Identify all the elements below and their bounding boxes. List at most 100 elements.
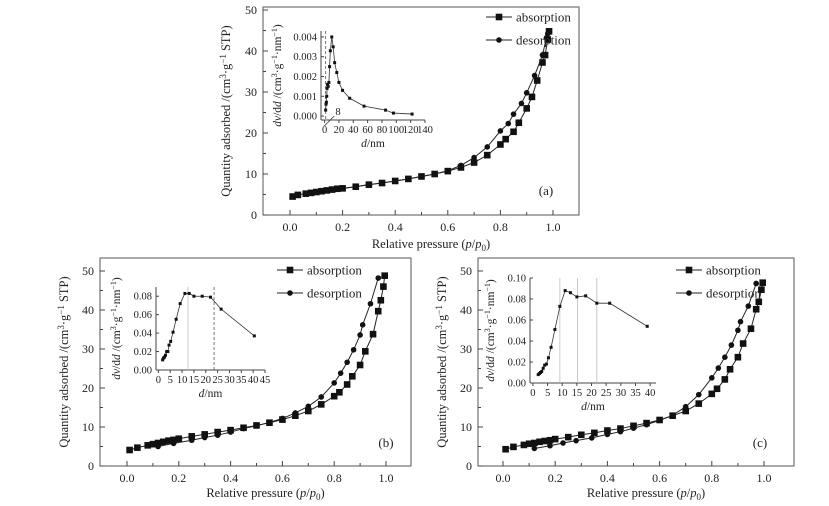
data-point-absorption bbox=[536, 438, 543, 446]
inset-y-tick-label: 0.02 bbox=[134, 347, 152, 358]
data-point-desorption bbox=[240, 425, 247, 432]
data-point-absorption bbox=[546, 436, 554, 444]
y-tick-label: 30 bbox=[460, 342, 472, 356]
data-point-desorption bbox=[722, 354, 728, 360]
y-tick-label: 40 bbox=[460, 303, 472, 317]
data-point-absorption bbox=[175, 435, 183, 442]
data-point-absorption bbox=[734, 353, 742, 361]
inset-y-tick-label: 0.10 bbox=[508, 274, 526, 285]
data-point-absorption bbox=[551, 435, 559, 443]
data-point-desorption bbox=[201, 434, 208, 441]
series-line-desorption bbox=[342, 31, 550, 189]
data-point-desorption bbox=[305, 403, 312, 410]
data-point-absorption bbox=[591, 429, 598, 437]
x-axis-title: Relative pressure (p/p0) bbox=[372, 237, 490, 253]
data-point-desorption bbox=[431, 171, 438, 177]
inset-data-point bbox=[546, 356, 550, 360]
series-line-desorption bbox=[157, 275, 385, 447]
data-point-desorption bbox=[735, 327, 741, 334]
data-point-absorption bbox=[343, 381, 351, 388]
inset-data-point bbox=[325, 82, 329, 86]
data-point-absorption bbox=[759, 279, 766, 286]
legend: absorption desorption bbox=[277, 263, 362, 301]
y-tick-label: 50 bbox=[82, 264, 94, 278]
legend-marker bbox=[286, 266, 294, 274]
data-point-absorption bbox=[369, 330, 377, 338]
legend: absorption desorption bbox=[676, 263, 761, 301]
data-point-desorption bbox=[367, 300, 374, 307]
inset-y-tick-label: 0.06 bbox=[508, 316, 526, 327]
data-point-absorption bbox=[149, 440, 157, 448]
inset-x-title: d/nm bbox=[199, 388, 223, 400]
inset-annotation-arrow bbox=[324, 115, 335, 127]
y-axis-title: Quantity adsorbed /(cm3·g−1 STP) bbox=[218, 25, 233, 196]
data-point-absorption bbox=[721, 376, 729, 383]
inset-data-point bbox=[192, 294, 196, 298]
data-point-desorption bbox=[539, 52, 546, 58]
data-point-absorption bbox=[539, 59, 546, 66]
data-point-desorption bbox=[518, 100, 525, 107]
data-point-absorption bbox=[541, 437, 549, 445]
inset-data-point bbox=[608, 301, 612, 305]
data-point-desorption bbox=[604, 431, 611, 438]
inset-y-tick-label: 0.08 bbox=[508, 295, 526, 306]
inset-data-point bbox=[568, 291, 572, 295]
data-point-absorption bbox=[328, 186, 336, 193]
data-point-desorption bbox=[266, 419, 273, 426]
data-point-desorption bbox=[331, 380, 338, 386]
inset-x-tick-label: 15 bbox=[189, 375, 200, 386]
x-tick-label: 0.8 bbox=[704, 471, 719, 485]
inset-data-point bbox=[553, 327, 557, 331]
inset-data-point bbox=[584, 294, 588, 298]
data-point-absorption bbox=[528, 93, 536, 101]
inset-y-title: dv/dd /(cm3·g−1·nm−1) bbox=[270, 24, 284, 127]
inset-x-tick-label: 15 bbox=[572, 388, 583, 399]
data-point-absorption bbox=[713, 385, 721, 393]
inset-data-point bbox=[341, 88, 345, 92]
y-axis-title: Quantity adsorbed /(cm3·g−1 STP) bbox=[56, 276, 71, 447]
y-axis-title: Quantity adsorbed /(cm3·g−1 STP) bbox=[434, 276, 449, 447]
data-point-desorption bbox=[484, 144, 491, 150]
inset-data-point bbox=[391, 111, 395, 115]
inset-series-line bbox=[325, 36, 413, 115]
inset-data-point bbox=[544, 362, 548, 366]
data-point-absorption bbox=[502, 445, 509, 453]
data-point-absorption bbox=[525, 440, 533, 448]
inset-x-tick-label: 10 bbox=[557, 388, 568, 399]
data-point-desorption bbox=[337, 370, 344, 376]
x-tick-label: 0.8 bbox=[493, 220, 508, 234]
inset-x-tick-label: 60 bbox=[362, 125, 373, 136]
inset-data-point bbox=[219, 307, 223, 311]
data-point-absorption bbox=[531, 439, 538, 447]
inset-y-tick-label: 0.00 bbox=[508, 379, 526, 390]
data-point-absorption bbox=[159, 438, 167, 446]
inset-y-tick-label: 0.001 bbox=[293, 92, 317, 103]
x-axis-title: Relative pressure (p/p0) bbox=[587, 486, 705, 502]
data-point-desorption bbox=[227, 429, 234, 435]
x-tick-label: 0.4 bbox=[388, 220, 403, 234]
panel-label: (b) bbox=[378, 435, 393, 450]
y-tick-label: 20 bbox=[245, 126, 257, 140]
x-tick-label: 0.4 bbox=[223, 471, 238, 485]
legend-label: desorption bbox=[516, 33, 571, 48]
inset-data-point bbox=[171, 330, 175, 334]
legend-label: absorption bbox=[307, 263, 362, 278]
inset-x-tick-label: 40 bbox=[248, 375, 259, 386]
data-point-desorption bbox=[392, 178, 399, 184]
legend: absorption desorption bbox=[486, 10, 571, 48]
inset-data-point bbox=[209, 295, 212, 299]
data-point-absorption bbox=[165, 437, 172, 444]
x-tick-label: 0.2 bbox=[548, 471, 563, 485]
data-point-desorption bbox=[458, 162, 464, 169]
inset-series-line bbox=[162, 293, 255, 361]
inset-data-point bbox=[543, 363, 547, 367]
data-point-absorption bbox=[747, 325, 755, 333]
inset-data-point bbox=[200, 294, 204, 298]
inset-data-point bbox=[549, 345, 553, 349]
data-point-desorption bbox=[471, 154, 477, 161]
data-point-absorption bbox=[533, 77, 541, 84]
x-axis-title: Relative pressure (p/p0) bbox=[206, 486, 324, 502]
data-point-desorption bbox=[588, 435, 595, 441]
data-point-desorption bbox=[547, 442, 553, 449]
